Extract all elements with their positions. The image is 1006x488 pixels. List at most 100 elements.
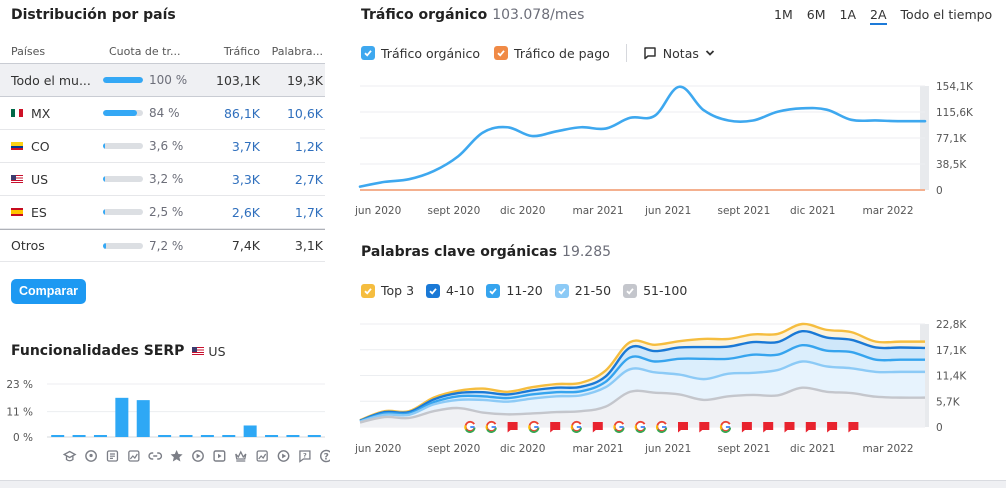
table-row[interactable]: US 3,2 % 3,3K 2,7K [0, 163, 325, 196]
traffic-value[interactable]: 86,1K [223, 105, 260, 121]
google-update-icon[interactable] [613, 420, 625, 434]
serp-bar [115, 397, 129, 437]
traffic-legend: Tráfico orgánico Tráfico de pago Notas [361, 44, 715, 62]
legend-paid-traffic[interactable]: Tráfico de pago [494, 46, 610, 61]
note-flag-icon[interactable] [592, 422, 603, 433]
bottom-divider [0, 480, 1006, 488]
header-traffic-share[interactable]: Cuota de tr... [100, 45, 205, 58]
range-2a[interactable]: 2A [870, 7, 887, 25]
note-flag-icon[interactable] [763, 422, 774, 433]
svg-text:?: ? [303, 452, 307, 460]
organic-traffic-header: Tráfico orgánico 103.078/mes [361, 7, 584, 23]
traffic-share-percent: 3,6 % [149, 139, 184, 153]
note-flag-icon[interactable] [827, 422, 838, 433]
google-update-icon[interactable] [570, 420, 583, 434]
y-tick-label: 154,1K [936, 81, 974, 93]
table-row[interactable]: MX 84 % 86,1K 10,6K [0, 97, 325, 130]
note-flag-icon[interactable] [741, 422, 752, 433]
header-traffic[interactable]: Tráfico [223, 45, 260, 58]
legend-paid-label: Tráfico de pago [514, 45, 610, 61]
range-1m[interactable]: 1M [774, 7, 793, 22]
image-pack-icon [128, 450, 140, 462]
checkbox-checked-icon [623, 283, 638, 298]
traffic-value[interactable]: 2,6K [231, 204, 260, 220]
traffic-share-fill [103, 209, 105, 215]
note-flag-icon[interactable] [507, 422, 518, 433]
serp-bar [51, 435, 65, 437]
google-update-icon[interactable] [634, 420, 647, 434]
organic-traffic-chart: 0 38,5K 77,1K 115,6K 154,1K jun 2020 sept 2020… [354, 81, 974, 217]
image-icon [256, 450, 268, 462]
note-flag-icon[interactable] [678, 422, 688, 433]
compare-button[interactable]: Comparar [11, 279, 87, 304]
table-row[interactable]: CO 3,6 % 3,7K 1,2K [0, 130, 325, 163]
google-update-icon[interactable] [719, 420, 732, 434]
traffic-share-cell: 7,2 % [100, 239, 205, 253]
keywords-value[interactable]: 10,6K [286, 105, 323, 121]
organic-keywords-value: 19.285 [562, 244, 612, 260]
x-tick-label: mar 2022 [863, 205, 914, 217]
play-circle-icon [277, 450, 290, 462]
y-tick-label: 0 [936, 185, 943, 197]
checkbox-checked-icon [361, 46, 375, 60]
legend-organic-traffic[interactable]: Tráfico orgánico [361, 46, 480, 61]
keywords-value[interactable]: 1,7K [294, 204, 323, 220]
organic-keywords-title: Palabras clave orgánicas [361, 244, 558, 260]
notes-label: Notas [662, 45, 699, 61]
note-flag-icon[interactable] [848, 422, 859, 433]
note-flag-icon[interactable] [699, 422, 710, 433]
country-distribution-title: Distribución por país [11, 7, 176, 23]
table-row[interactable]: ES 2,5 % 2,6K 1,7K [0, 196, 325, 229]
google-update-icon[interactable] [528, 420, 540, 434]
google-update-icon[interactable] [485, 420, 498, 434]
keywords-value[interactable]: 1,2K [294, 138, 323, 154]
google-update-icon[interactable] [464, 420, 476, 434]
legend-keywords-51-100[interactable]: 51-100 [623, 283, 687, 298]
line-4-10 [359, 330, 926, 422]
legend-keywords-top-3[interactable]: Top 3 [361, 283, 414, 298]
us-flag-icon [192, 347, 205, 355]
note-flag-icon[interactable] [805, 422, 816, 433]
range-6m[interactable]: 6M [806, 7, 826, 22]
traffic-share-bar [103, 209, 143, 215]
header-countries[interactable]: Países [11, 45, 46, 58]
x-tick-label: sept 2021 [718, 205, 771, 217]
y-tick-label: 115,6K [936, 107, 974, 119]
serp-country-selector[interactable]: US [192, 344, 226, 359]
note-flag-icon[interactable] [550, 422, 561, 433]
es-flag-icon [11, 208, 23, 216]
y-tick-label: 17,1K [936, 345, 967, 357]
legend-keywords-11-20[interactable]: 11-20 [486, 283, 543, 298]
legend-keywords-21-50[interactable]: 21-50 [554, 283, 611, 298]
traffic-share-fill [103, 110, 137, 116]
y-tick-label: 0 % [13, 432, 33, 444]
country-table: Países Cuota de tr... Tráfico Palabra...… [0, 40, 325, 262]
y-tick-label: 5,7K [936, 396, 961, 408]
range-all-time[interactable]: Todo el tiempo [900, 7, 993, 22]
header-keywords[interactable]: Palabra... [271, 45, 323, 58]
traffic-share-bar [103, 242, 143, 249]
notes-dropdown[interactable]: Notas [643, 46, 715, 61]
map-pin-icon [85, 450, 97, 462]
serp-bar [265, 435, 279, 437]
table-row[interactable]: Todo el mu... 100 % 103,1K 19,3K [0, 64, 325, 97]
traffic-share-percent: 100 % [149, 73, 188, 87]
traffic-share-cell: 3,6 % [100, 139, 205, 153]
range-1a[interactable]: 1A [839, 7, 857, 22]
chevron-down-icon [705, 50, 715, 56]
traffic-share-bar [103, 143, 143, 149]
note-flag-icon[interactable] [784, 422, 795, 433]
date-range-tabs: 1M 6M 1A 2A Todo el tiempo [774, 7, 992, 25]
legend-keywords-4-10[interactable]: 4-10 [426, 283, 474, 298]
traffic-share-fill [103, 143, 105, 149]
keywords-value[interactable]: 2,7K [294, 171, 323, 187]
traffic-share-cell: 84 % [100, 106, 205, 120]
keywords-legend: Top 3 4-10 11-20 21-50 51-100 [361, 283, 687, 298]
country-name: ES [31, 204, 47, 220]
traffic-value[interactable]: 3,7K [231, 138, 260, 154]
svg-text:?: ? [324, 453, 329, 463]
serp-features-chart: 23 % 11 % 0 %?? [6, 379, 330, 463]
table-row[interactable]: Otros 7,2 % 7,4K 3,1K [0, 229, 325, 262]
traffic-value[interactable]: 3,3K [231, 171, 260, 187]
google-update-icon[interactable] [655, 420, 668, 434]
